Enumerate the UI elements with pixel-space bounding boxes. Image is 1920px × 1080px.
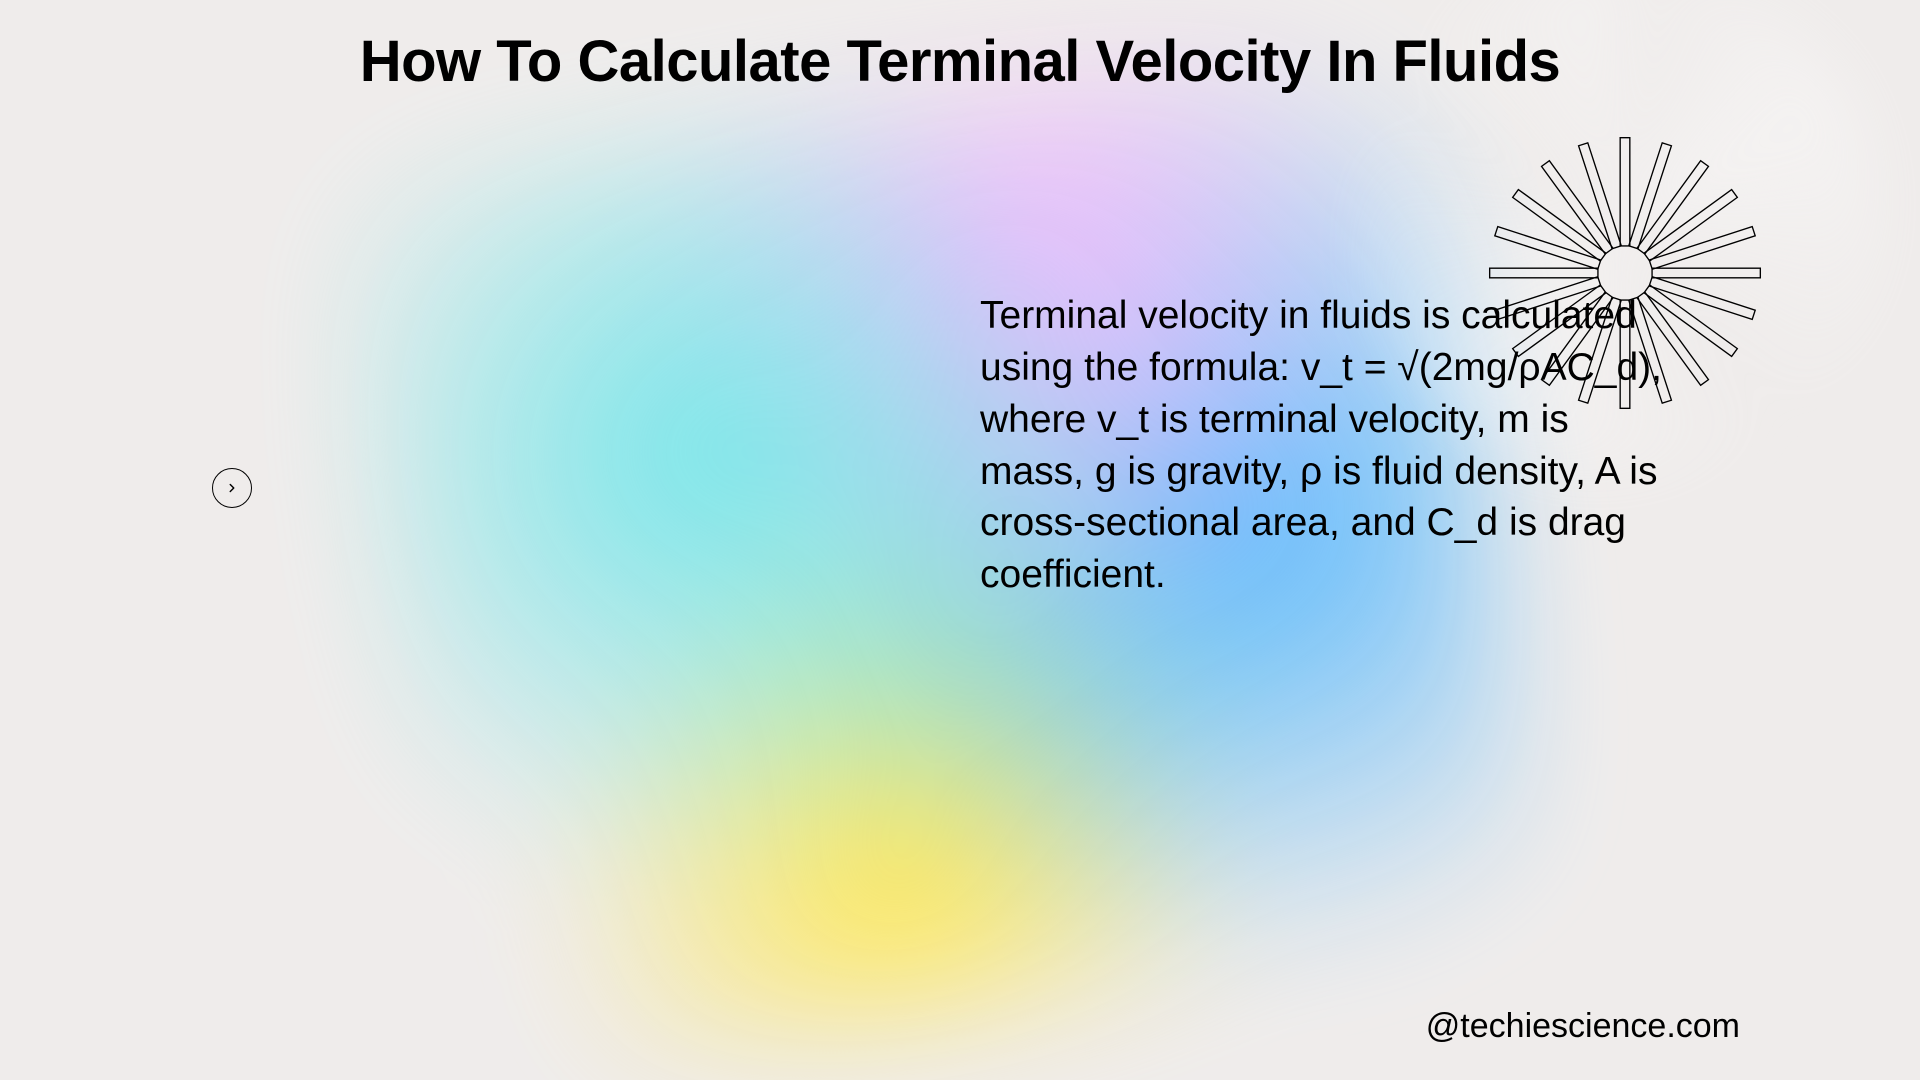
attribution-text: @techiescience.com bbox=[1426, 1007, 1740, 1046]
chevron-right-icon bbox=[225, 481, 239, 495]
description-text: Terminal velocity in fluids is calculate… bbox=[980, 290, 1680, 601]
page-title: How To Calculate Terminal Velocity In Fl… bbox=[0, 28, 1920, 95]
next-button[interactable] bbox=[212, 468, 252, 508]
